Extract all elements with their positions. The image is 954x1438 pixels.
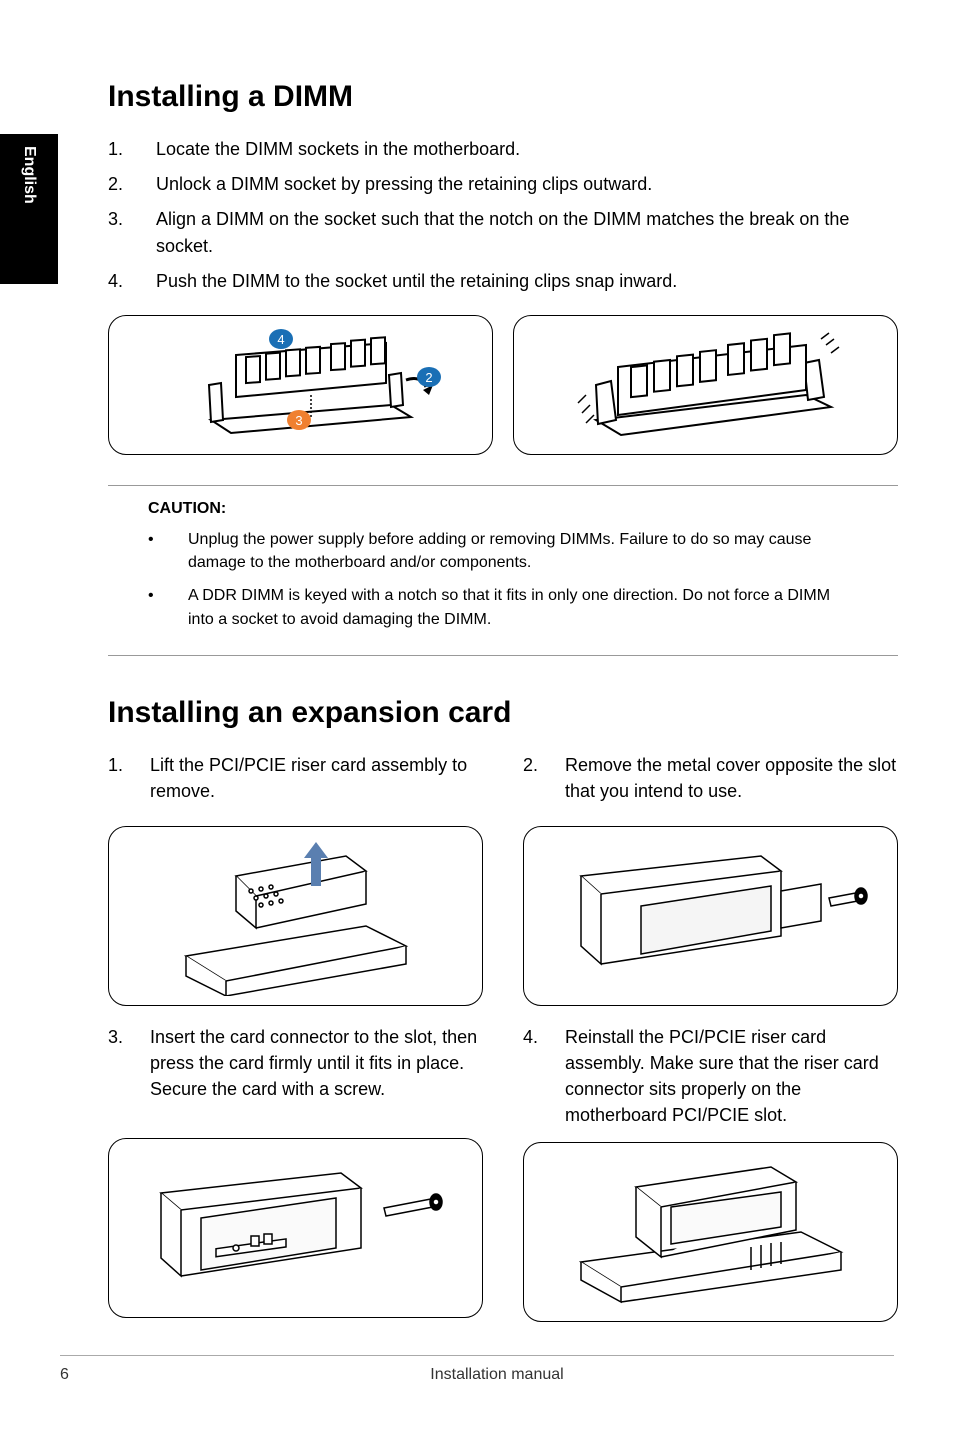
- caution-label: CAUTION:: [148, 500, 858, 518]
- page-footer: 6 Installation manual: [60, 1355, 894, 1384]
- col-left: 3. Insert the card connector to the slot…: [108, 1024, 483, 1322]
- footer-title: Installation manual: [100, 1366, 894, 1384]
- step-number: 1.: [108, 752, 150, 812]
- page-content: Installing a DIMM 1.Locate the DIMM sock…: [108, 80, 898, 1340]
- dimm-installed-svg: [556, 325, 856, 445]
- riser-remove-svg: [166, 836, 426, 996]
- step-text: Reinstall the PCI/PCIE riser card assemb…: [565, 1024, 898, 1128]
- badge-3: 3: [287, 410, 311, 430]
- caution-list: •Unplug the power supply before adding o…: [148, 528, 858, 631]
- list-item: 3. Insert the card connector to the slot…: [108, 1024, 483, 1124]
- step-text: Insert the card connector to the slot, t…: [150, 1024, 483, 1124]
- step-text: Locate the DIMM sockets in the motherboa…: [156, 136, 898, 163]
- list-item: •A DDR DIMM is keyed with a notch so tha…: [148, 584, 858, 630]
- step-text: Push the DIMM to the socket until the re…: [156, 268, 898, 295]
- step-number: 4.: [108, 268, 156, 295]
- list-item: 3.Align a DIMM on the socket such that t…: [108, 206, 898, 260]
- expansion-row2: 3. Insert the card connector to the slot…: [108, 1024, 898, 1322]
- badge-2: 2: [417, 367, 441, 387]
- step-number: 3.: [108, 206, 156, 260]
- svg-text:4: 4: [277, 332, 284, 347]
- bullet-icon: •: [148, 584, 188, 630]
- step-number: 3.: [108, 1024, 150, 1124]
- dimm-insert-svg: 4 3 2: [161, 325, 441, 445]
- list-item: 2.Unlock a DIMM socket by pressing the r…: [108, 171, 898, 198]
- badge-4: 4: [269, 329, 293, 349]
- step-text: Align a DIMM on the socket such that the…: [156, 206, 898, 260]
- insert-card-diagram: [108, 1138, 483, 1318]
- list-item: 4. Reinstall the PCI/PCIE riser card ass…: [523, 1024, 898, 1128]
- dimm-diagram-right: [513, 315, 898, 455]
- section1-steps: 1.Locate the DIMM sockets in the motherb…: [108, 136, 898, 295]
- section1-title: Installing a DIMM: [108, 80, 898, 114]
- dimm-diagrams: 4 3 2: [108, 315, 898, 455]
- expansion-row1: 1. Lift the PCI/PCIE riser card assembly…: [108, 752, 898, 1006]
- step-number: 2.: [108, 171, 156, 198]
- list-item: 4.Push the DIMM to the socket until the …: [108, 268, 898, 295]
- col-left: 1. Lift the PCI/PCIE riser card assembly…: [108, 752, 483, 1006]
- list-item: 1. Lift the PCI/PCIE riser card assembly…: [108, 752, 483, 812]
- step-text: Unlock a DIMM socket by pressing the ret…: [156, 171, 898, 198]
- caution-text: A DDR DIMM is keyed with a notch so that…: [188, 584, 858, 630]
- page-number: 6: [60, 1366, 100, 1384]
- caution-text: Unplug the power supply before adding or…: [188, 528, 858, 574]
- step-number: 1.: [108, 136, 156, 163]
- metal-cover-svg: [551, 836, 871, 996]
- svg-text:3: 3: [295, 413, 302, 428]
- riser-remove-diagram: [108, 826, 483, 1006]
- insert-card-svg: [136, 1148, 456, 1308]
- metal-cover-diagram: [523, 826, 898, 1006]
- col-right: 4. Reinstall the PCI/PCIE riser card ass…: [523, 1024, 898, 1322]
- list-item: 1.Locate the DIMM sockets in the motherb…: [108, 136, 898, 163]
- reinstall-riser-diagram: [523, 1142, 898, 1322]
- step-text: Remove the metal cover opposite the slot…: [565, 752, 898, 812]
- svg-text:2: 2: [425, 370, 432, 385]
- section2-title: Installing an expansion card: [108, 696, 898, 730]
- step-number: 2.: [523, 752, 565, 812]
- bullet-icon: •: [148, 528, 188, 574]
- reinstall-riser-svg: [561, 1152, 861, 1312]
- list-item: 2. Remove the metal cover opposite the s…: [523, 752, 898, 812]
- step-text: Lift the PCI/PCIE riser card assembly to…: [150, 752, 483, 812]
- caution-block: CAUTION: •Unplug the power supply before…: [108, 485, 898, 656]
- list-item: •Unplug the power supply before adding o…: [148, 528, 858, 574]
- dimm-diagram-left: 4 3 2: [108, 315, 493, 455]
- language-tab: English: [0, 134, 58, 284]
- step-number: 4.: [523, 1024, 565, 1128]
- col-right: 2. Remove the metal cover opposite the s…: [523, 752, 898, 1006]
